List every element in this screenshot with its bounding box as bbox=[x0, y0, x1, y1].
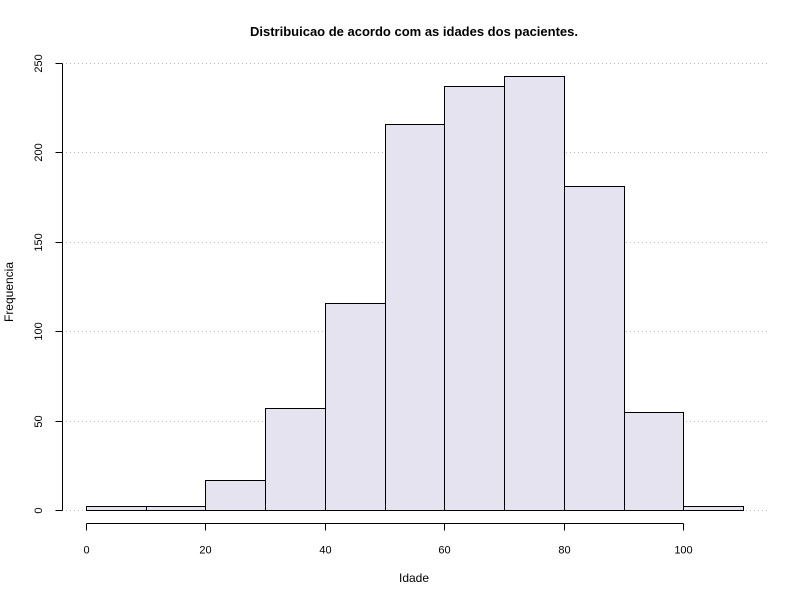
x-tick-label: 0 bbox=[83, 545, 89, 557]
histogram-bar bbox=[683, 506, 744, 511]
y-axis: 0 50 100 150 200 250 bbox=[33, 54, 63, 514]
histogram-bar bbox=[325, 303, 386, 511]
x-tick-label: 60 bbox=[438, 545, 450, 557]
x-tick-label: 100 bbox=[674, 545, 692, 557]
bars-group bbox=[86, 76, 744, 511]
chart-title: Distribuicao de acordo com as idades dos… bbox=[250, 24, 578, 39]
x-tick-label: 20 bbox=[199, 545, 211, 557]
histogram-bar bbox=[205, 480, 266, 511]
y-tick-label: 0 bbox=[33, 507, 45, 513]
y-tick-label: 50 bbox=[33, 415, 45, 427]
histogram-bar bbox=[146, 506, 206, 511]
y-axis-label: Frequencia bbox=[2, 262, 16, 322]
histogram-bar bbox=[265, 408, 326, 511]
histogram-bar bbox=[564, 186, 625, 511]
histogram-bar bbox=[624, 412, 684, 511]
histogram-bar bbox=[86, 506, 147, 511]
histogram-bar bbox=[444, 86, 505, 511]
x-tick-label: 40 bbox=[319, 545, 331, 557]
y-tick-label: 250 bbox=[33, 54, 45, 72]
y-tick-label: 150 bbox=[33, 233, 45, 251]
x-axis: 0 20 40 60 80 100 bbox=[83, 523, 693, 557]
histogram-bar bbox=[504, 76, 565, 511]
y-tick-label: 100 bbox=[33, 322, 45, 340]
x-tick-label: 80 bbox=[558, 545, 570, 557]
histogram-bar bbox=[385, 124, 445, 511]
x-axis-label: Idade bbox=[399, 571, 429, 585]
y-tick-label: 200 bbox=[33, 143, 45, 161]
